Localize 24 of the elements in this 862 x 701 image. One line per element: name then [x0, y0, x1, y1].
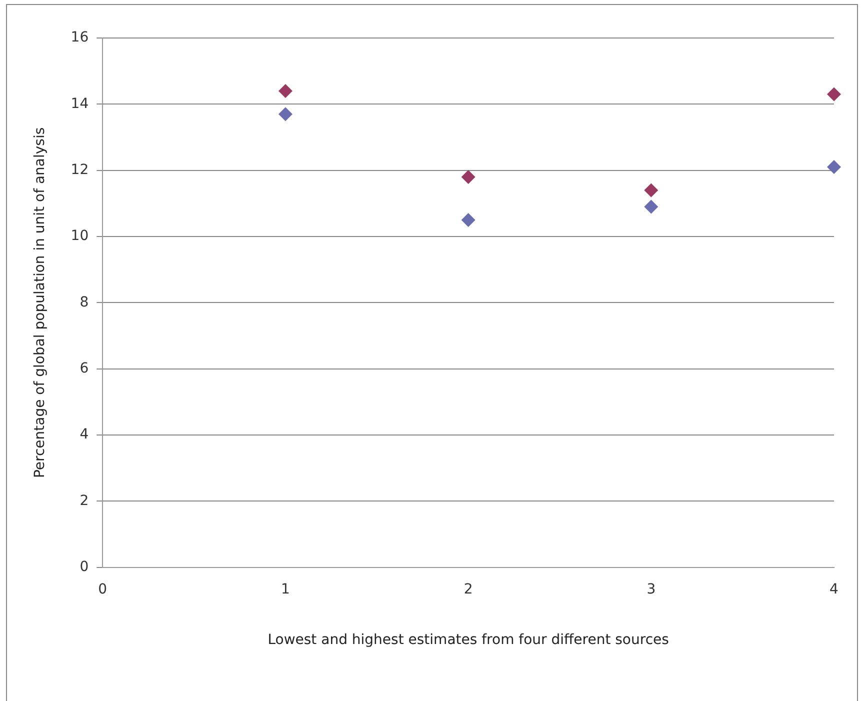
y-tick-label: 16: [70, 30, 89, 46]
x-tick-label: 4: [830, 581, 839, 598]
y-tick-label: 12: [70, 162, 89, 178]
x-tick-label: 1: [281, 581, 290, 598]
point: [278, 107, 292, 122]
point: [461, 212, 476, 227]
x-tick-label: 2: [464, 581, 473, 598]
y-tick-label: 8: [80, 294, 89, 310]
point: [644, 200, 658, 214]
y-tick-label: 2: [80, 492, 89, 509]
point: [278, 84, 292, 98]
point: [827, 87, 841, 102]
y-tick-label: 10: [70, 228, 89, 244]
point: [827, 160, 841, 174]
point: [644, 183, 658, 198]
point: [461, 170, 476, 184]
y-tick-label: 14: [70, 96, 89, 112]
x-tick-label: 3: [646, 581, 656, 598]
x-axis-title: Lowest and highest estimates from four different sources: [268, 632, 669, 648]
x-tick-label: 0: [98, 581, 108, 598]
y-tick-label: 4: [80, 426, 89, 443]
y-tick-label: 0: [80, 559, 89, 576]
y-axis-title: Percentage of global population in unit of analysis: [32, 127, 48, 478]
y-tick-label: 6: [80, 360, 89, 377]
